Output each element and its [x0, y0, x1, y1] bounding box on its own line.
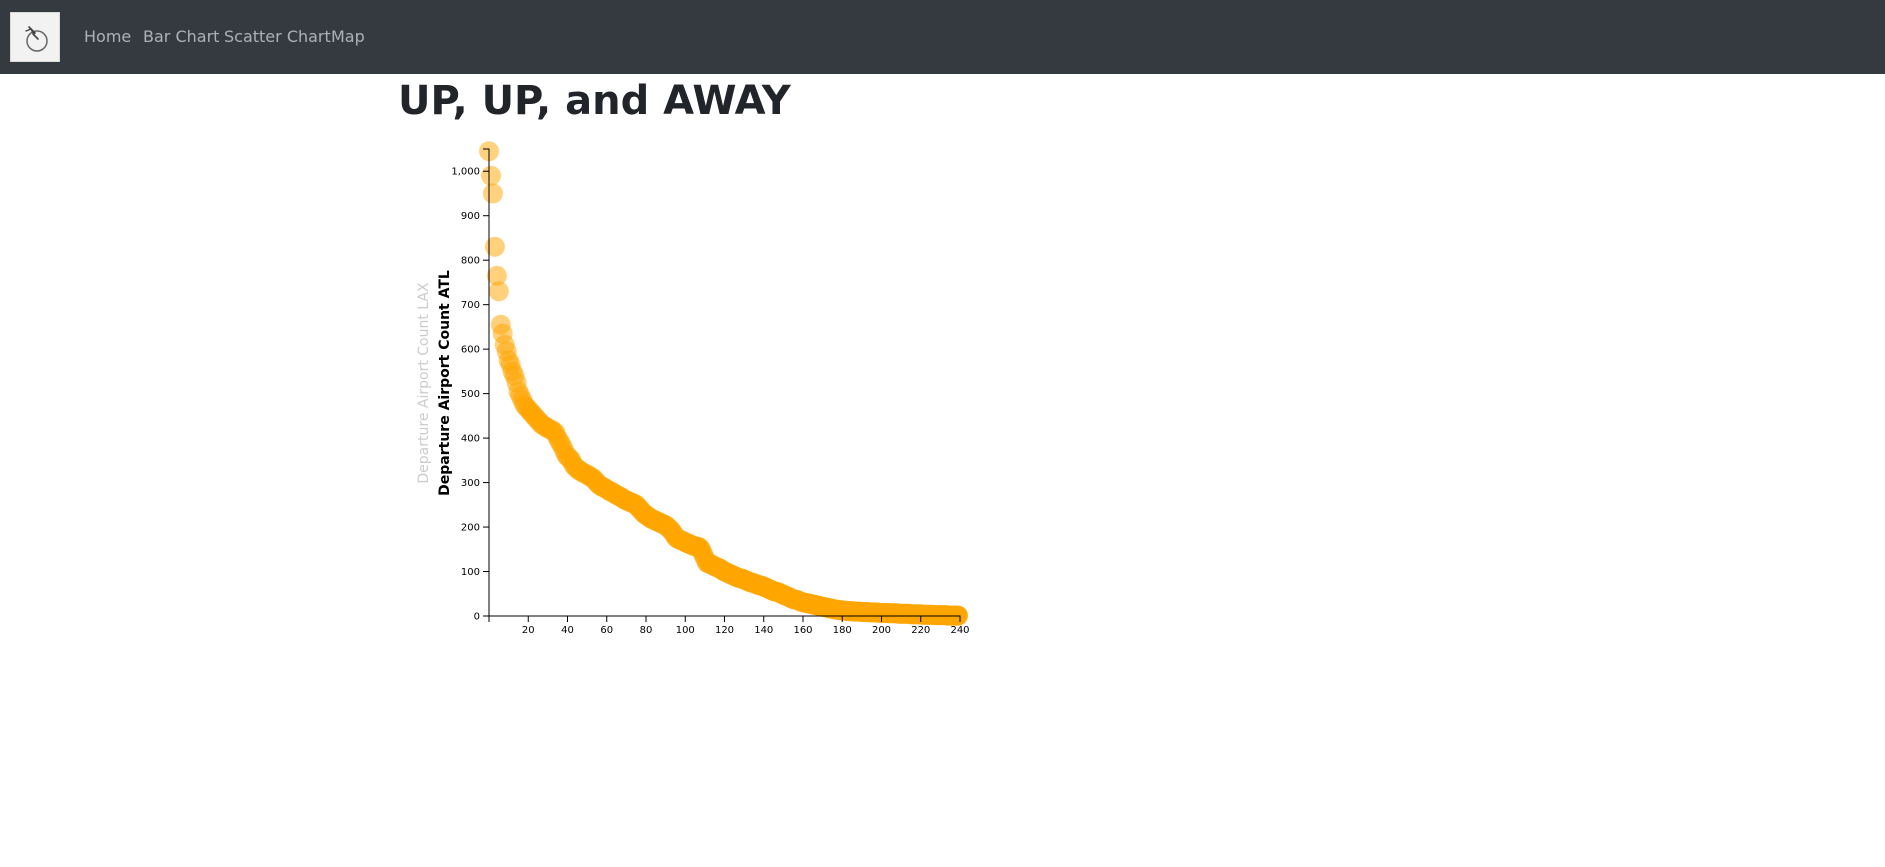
page-title: UP, UP, and AWAY	[398, 78, 791, 124]
scatter-point[interactable]	[486, 265, 507, 286]
axes-layer: 0 100 200 300 400 500 600 700 800 900 1,000 20 40 60 8…	[451, 148, 970, 636]
y-tick-label: 500	[461, 389, 480, 400]
y-axis-label-lax[interactable]: Departure Airport Count LAX	[416, 282, 432, 484]
x-tick-label: 240	[950, 625, 969, 636]
y-tick-label: 900	[461, 211, 480, 222]
x-tick-label: 140	[754, 625, 773, 636]
y-tick-label: 300	[461, 478, 480, 489]
x-tick-label: 60	[600, 625, 613, 636]
nav-link-map[interactable]: Map	[331, 27, 365, 46]
scatter-point[interactable]	[481, 165, 501, 186]
y-tick-label: 0	[474, 612, 480, 623]
navbar: Home Bar Chart Scatter Chart Map	[0, 0, 1885, 74]
scatter-point[interactable]	[488, 281, 509, 302]
nav-link-bar-chart[interactable]: Bar Chart	[143, 27, 220, 46]
y-tick-label: 600	[461, 345, 480, 356]
x-tick-label: 80	[640, 625, 653, 636]
y-tick-label: 200	[461, 523, 480, 534]
scatter-point[interactable]	[484, 236, 505, 257]
nav-link-home[interactable]: Home	[84, 27, 132, 46]
x-tick-label: 40	[561, 625, 574, 636]
pointer-hand-icon[interactable]	[10, 12, 60, 62]
x-tick-label: 20	[522, 625, 535, 636]
y-tick-label: 100	[461, 567, 480, 578]
x-tick-label: 160	[793, 625, 812, 636]
nav-link-scatter-chart[interactable]: Scatter Chart	[224, 27, 331, 46]
x-tick-label: 120	[715, 625, 734, 636]
x-tick-label: 180	[833, 625, 852, 636]
y-tick-label: 1,000	[451, 167, 480, 178]
scatter-point[interactable]	[482, 183, 503, 204]
y-tick-label: 700	[461, 300, 480, 311]
y-axis-label-atl[interactable]: Departure Airport Count ATL	[437, 270, 453, 496]
y-tick-label: 800	[461, 256, 480, 267]
y-axis-line	[483, 148, 490, 617]
x-tick-label: 220	[911, 625, 930, 636]
x-tick-label: 100	[676, 625, 695, 636]
points-layer	[479, 141, 968, 626]
y-tick-label: 400	[461, 434, 480, 445]
x-tick-label: 200	[872, 625, 891, 636]
